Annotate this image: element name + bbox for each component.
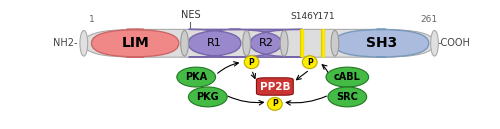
Ellipse shape xyxy=(328,87,366,107)
Text: -COOH: -COOH xyxy=(438,38,470,48)
Ellipse shape xyxy=(302,56,317,69)
Text: SH3: SH3 xyxy=(366,36,397,50)
Text: R2: R2 xyxy=(258,38,274,48)
Ellipse shape xyxy=(244,56,259,69)
FancyBboxPatch shape xyxy=(92,29,179,57)
Text: Y171: Y171 xyxy=(312,12,334,21)
Text: 261: 261 xyxy=(420,15,437,24)
Text: P: P xyxy=(307,58,312,67)
Text: P: P xyxy=(272,99,278,108)
Ellipse shape xyxy=(268,97,282,110)
Ellipse shape xyxy=(242,30,250,56)
Text: PKG: PKG xyxy=(196,92,219,102)
Text: LIM: LIM xyxy=(122,36,149,50)
Text: PKA: PKA xyxy=(185,72,208,82)
Text: cABL: cABL xyxy=(334,72,361,82)
FancyBboxPatch shape xyxy=(84,29,434,57)
Text: SRC: SRC xyxy=(336,92,358,102)
Text: NH2-: NH2- xyxy=(54,38,78,48)
Text: PP2B: PP2B xyxy=(260,82,290,91)
Text: R1: R1 xyxy=(207,38,222,48)
Ellipse shape xyxy=(177,67,216,87)
FancyBboxPatch shape xyxy=(256,78,294,95)
FancyBboxPatch shape xyxy=(334,29,428,57)
Ellipse shape xyxy=(188,87,227,107)
Ellipse shape xyxy=(80,30,88,56)
FancyBboxPatch shape xyxy=(230,29,302,57)
Text: 1: 1 xyxy=(88,15,94,24)
Text: S146: S146 xyxy=(290,12,314,21)
FancyBboxPatch shape xyxy=(188,29,241,57)
Ellipse shape xyxy=(280,30,288,56)
Text: NES: NES xyxy=(180,10,200,21)
Ellipse shape xyxy=(180,30,188,56)
Text: P: P xyxy=(248,58,254,67)
Ellipse shape xyxy=(430,30,438,56)
Ellipse shape xyxy=(326,67,368,87)
Ellipse shape xyxy=(331,30,339,56)
